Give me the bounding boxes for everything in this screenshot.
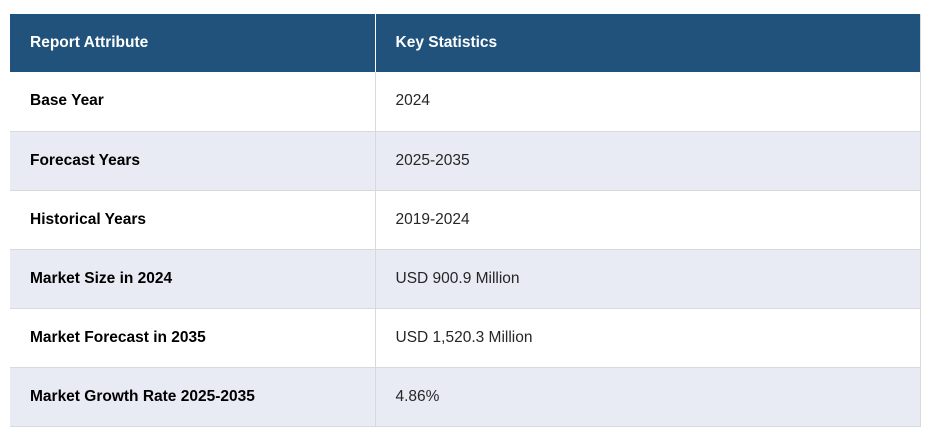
attribute-cell: Historical Years [10,190,376,250]
attribute-cell: Forecast Years [10,131,376,191]
value-cell: 2019-2024 [375,190,921,250]
table-row: Base Year 2024 [10,72,921,132]
value-cell: 2025-2035 [375,131,921,191]
table-row: Historical Years 2019-2024 [10,190,921,250]
value-cell: USD 900.9 Million [375,249,921,309]
header-row: Report Attribute Key Statistics [10,14,921,72]
value-cell: USD 1,520.3 Million [375,308,921,368]
value-cell: 4.86% [375,367,921,427]
attribute-cell: Market Size in 2024 [10,249,376,309]
table-row: Forecast Years 2025-2035 [10,131,921,191]
col-header-report-attribute: Report Attribute [10,14,376,72]
attribute-cell: Market Growth Rate 2025-2035 [10,367,376,427]
attribute-cell: Base Year [10,72,376,132]
col-header-key-statistics: Key Statistics [375,14,921,72]
table-row: Market Growth Rate 2025-2035 4.86% [10,367,921,427]
report-attributes-table: Report Attribute Key Statistics Base Yea… [10,14,921,427]
table-row: Market Forecast in 2035 USD 1,520.3 Mill… [10,308,921,368]
table-row: Market Size in 2024 USD 900.9 Million [10,249,921,309]
attribute-cell: Market Forecast in 2035 [10,308,376,368]
value-cell: 2024 [375,72,921,132]
